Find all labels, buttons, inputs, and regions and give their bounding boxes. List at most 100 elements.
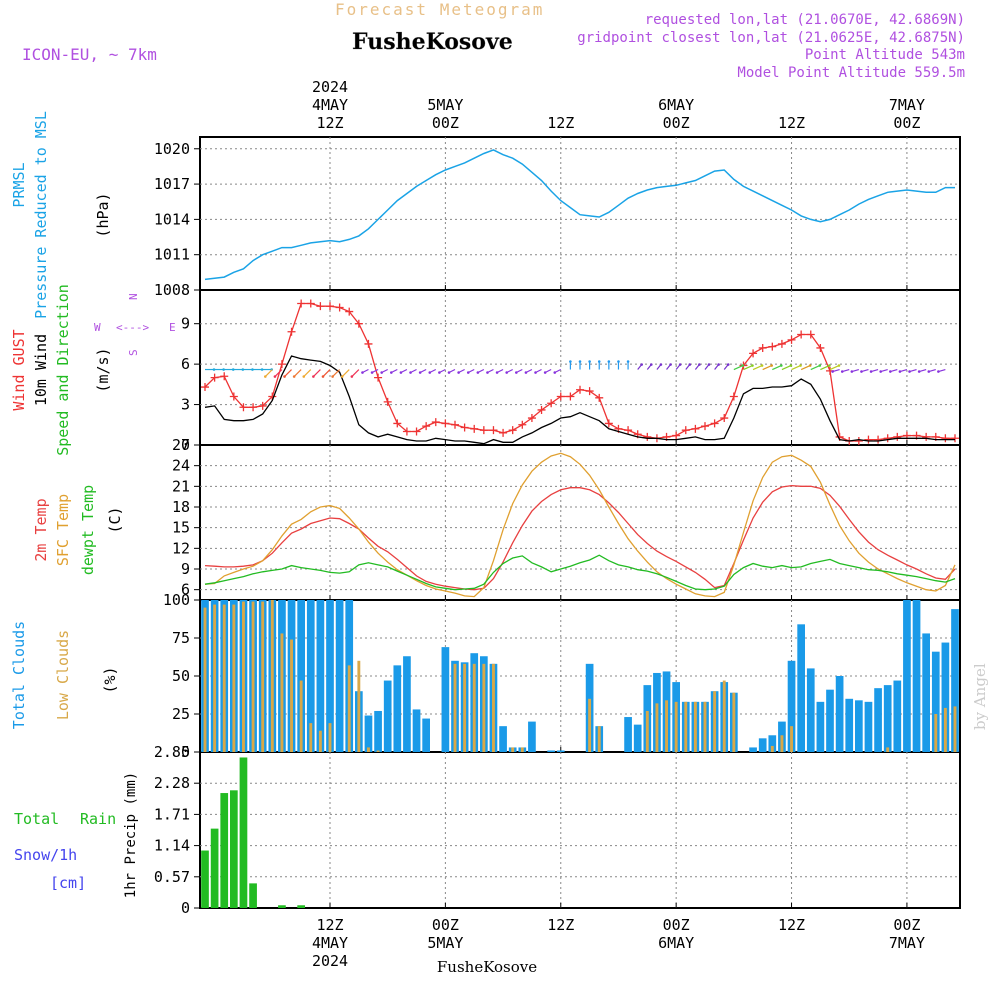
total-cloud-bar xyxy=(826,689,834,752)
compass-n: N xyxy=(127,293,140,300)
wind-arrow-head xyxy=(678,363,682,366)
gust-marker xyxy=(393,419,402,428)
gust-marker xyxy=(643,432,652,441)
wind-arrow-head xyxy=(241,368,245,371)
wind-arrow-head xyxy=(476,371,480,374)
total-cloud-bar xyxy=(931,651,940,752)
wind-arrow-head xyxy=(543,371,547,374)
wind-arrow xyxy=(829,364,840,371)
low-clouds-label: Low Clouds xyxy=(54,630,72,720)
temperature-y-tick-label: 18 xyxy=(172,498,190,516)
pressure-frame xyxy=(199,136,961,291)
snow-label: Snow/1h xyxy=(14,846,77,864)
gust-marker xyxy=(874,435,883,444)
point-altitude: Point Altitude 543m xyxy=(805,47,965,63)
low-cloud-bar xyxy=(732,692,736,752)
precipitation-frame xyxy=(199,751,961,909)
wind-arrow-head xyxy=(350,375,354,378)
wind-arrow-head xyxy=(457,371,460,374)
model-altitude: Model Point Altitude 559.5m xyxy=(737,65,965,81)
low-cloud-bar xyxy=(357,660,361,752)
gust-marker xyxy=(787,335,796,344)
low-cloud-bar xyxy=(588,698,592,752)
gust-marker xyxy=(326,302,334,311)
wind-arrow-head xyxy=(418,371,422,374)
wind-arrow-head xyxy=(370,371,374,374)
wind-arrow-head xyxy=(837,364,841,367)
gust-marker xyxy=(797,330,806,339)
low-cloud-bar xyxy=(318,730,322,752)
total-cloud-bar xyxy=(374,710,382,752)
total-cloud-bar xyxy=(951,609,959,752)
wind-arrow-head xyxy=(409,371,412,374)
bottom-time-label: 6MAY xyxy=(658,934,694,952)
total-cloud-bar xyxy=(441,647,450,752)
low-cloud-bar xyxy=(251,601,255,752)
wind-arrow-head xyxy=(212,368,216,371)
gust-marker xyxy=(547,399,556,408)
total-cloud-bar xyxy=(806,668,815,752)
temp2m-label: 2m Temp xyxy=(32,498,50,561)
compass-ew-arrows: <---> xyxy=(116,321,149,334)
total-cloud-bar xyxy=(816,701,825,752)
gust-marker xyxy=(470,424,479,433)
total-cloud-bar xyxy=(306,600,315,752)
top-time-label: 12Z xyxy=(316,114,343,132)
wind-arrow xyxy=(351,369,360,377)
gust-marker xyxy=(537,405,546,414)
top-time-label: 12Z xyxy=(547,114,574,132)
wind-arrow-head xyxy=(399,371,403,374)
dewpt-line xyxy=(204,554,956,591)
low-cloud-bar xyxy=(953,706,957,752)
compass-s: S xyxy=(127,349,140,356)
gust-marker xyxy=(499,428,508,437)
gust-marker xyxy=(412,427,421,436)
gust-marker xyxy=(489,426,498,435)
total-cloud-bar xyxy=(749,747,757,752)
total-cloud-bar xyxy=(758,738,767,752)
gust-marker xyxy=(922,432,931,441)
wind-unit-label: (m/s) xyxy=(94,347,112,392)
wind-arrow-head xyxy=(617,360,620,363)
low-cloud-bar xyxy=(665,700,668,752)
gust-marker xyxy=(479,426,488,435)
gust-marker xyxy=(277,360,286,369)
total-cloud-bar xyxy=(316,600,325,752)
total-cloud-bar xyxy=(941,642,950,752)
temperature-y-tick-label: 15 xyxy=(172,519,190,537)
bottom-time-label: 4MAY xyxy=(312,934,348,952)
total-cloud-bar xyxy=(633,724,642,752)
wind-arrow-head xyxy=(524,371,528,374)
pressure-y-tick-label: 1011 xyxy=(154,246,190,264)
wind-arrow-head xyxy=(659,363,663,366)
low-cloud-bar xyxy=(780,735,784,752)
gust-marker xyxy=(354,319,363,328)
low-cloud-bar xyxy=(886,747,890,752)
temperature-y-tick-label: 9 xyxy=(181,560,190,578)
pressure-y-tick-label: 1020 xyxy=(154,140,190,158)
gust-marker xyxy=(345,307,354,316)
footer-location: FusheKosove xyxy=(437,958,537,976)
wind-arrow xyxy=(743,364,753,371)
wind-arrow-head xyxy=(789,364,793,367)
bottom-time-label: 12Z xyxy=(778,916,805,934)
precipitation-y-tick-label: 0 xyxy=(181,899,190,917)
total-cloud-bar xyxy=(874,688,882,752)
location-title: FusheKosove xyxy=(352,29,513,55)
precipitation-y-tick-label: 0.57 xyxy=(154,868,190,886)
low-cloud-bar xyxy=(492,663,495,752)
wind-arrow-head xyxy=(264,375,267,378)
sfctemp-label: SFC Temp xyxy=(54,494,72,566)
total-cloud-bar xyxy=(335,600,344,752)
total-cloud-bar xyxy=(393,665,402,752)
bottom-time-label: 7MAY xyxy=(889,934,925,952)
wind-arrow-head xyxy=(908,370,911,373)
wind-arrow-head xyxy=(486,371,489,374)
temperature-y-tick-label: 21 xyxy=(172,477,190,495)
gust-marker xyxy=(710,419,719,428)
total-cloud-bar xyxy=(787,660,796,752)
wind-arrow-head xyxy=(879,370,882,373)
gust-marker xyxy=(941,434,950,443)
low-cloud-bar xyxy=(203,607,207,752)
rain-bar xyxy=(249,883,257,908)
